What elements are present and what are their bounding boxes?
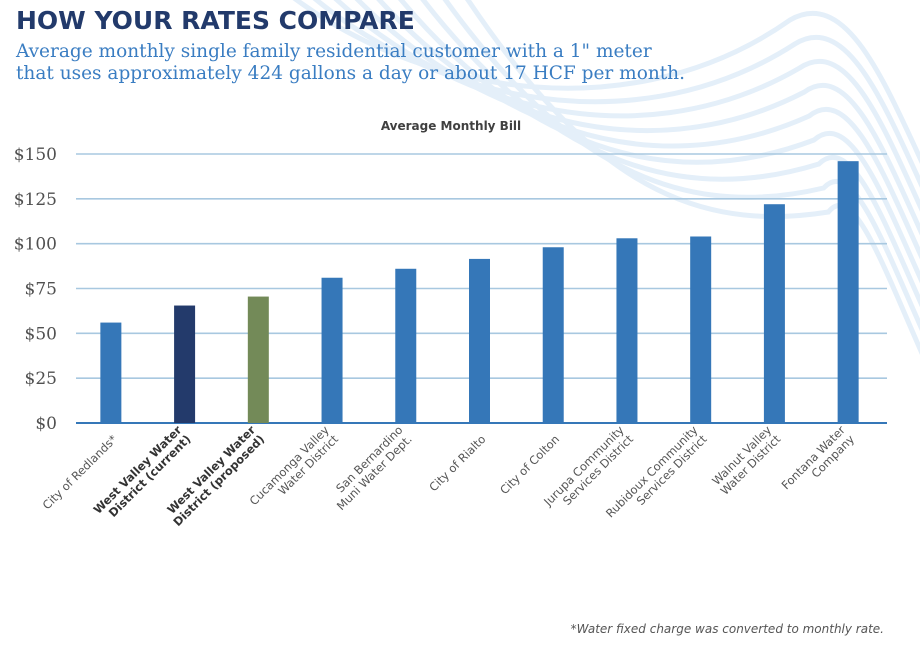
y-tick-label: $0: [35, 414, 57, 434]
x-axis: City of Redlands*West Valley WaterDistri…: [40, 423, 858, 529]
footnote: *Water fixed charge was converted to mon…: [570, 622, 884, 636]
y-tick-label: $125: [14, 190, 57, 210]
wave-line: [312, 0, 920, 188]
bar: [542, 247, 564, 423]
wave-line: [354, 0, 920, 236]
wave-line: [292, 0, 920, 164]
y-tick-label: $50: [25, 324, 57, 344]
y-tick-label: $100: [14, 235, 57, 255]
wave-line: [333, 0, 920, 212]
subtitle-line-1: Average monthly single family residentia…: [16, 41, 652, 62]
bars: [100, 161, 859, 423]
bar: [690, 236, 712, 423]
bar: [616, 238, 638, 423]
x-tick-label: San BernardinoMuni Water Dept.: [325, 423, 415, 513]
wave-line: [398, 0, 920, 284]
wave-line: [420, 0, 920, 308]
page-title: HOW YOUR RATES COMPARE: [16, 6, 415, 35]
x-tick-label-line: City of Rialto: [426, 432, 488, 494]
wave-line: [376, 0, 920, 260]
bar: [247, 296, 269, 423]
x-tick-label: Walnut ValleyWater District: [708, 423, 783, 498]
subtitle-line-2: that uses approximately 424 gallons a da…: [16, 63, 685, 84]
bar: [395, 268, 417, 423]
page-subtitle: Average monthly single family residentia…: [16, 41, 916, 85]
bar: [763, 204, 785, 423]
y-tick-label: $75: [25, 280, 57, 300]
wave-line: [442, 0, 920, 332]
x-tick-label: City of Rialto: [426, 432, 488, 494]
bar: [321, 277, 343, 423]
y-tick-label: $150: [14, 145, 57, 165]
x-tick-label: Fontana WaterCompany: [779, 423, 858, 502]
y-axis: $0 $25 $50 $75 $100 $125 $150: [14, 145, 57, 434]
bar: [174, 305, 196, 423]
y-tick-label: $25: [25, 369, 57, 389]
wave-line: [465, 0, 920, 355]
bar: [100, 322, 122, 423]
chart-title: Average Monthly Bill: [381, 119, 521, 133]
bar: [837, 161, 859, 423]
bar: [469, 258, 490, 423]
